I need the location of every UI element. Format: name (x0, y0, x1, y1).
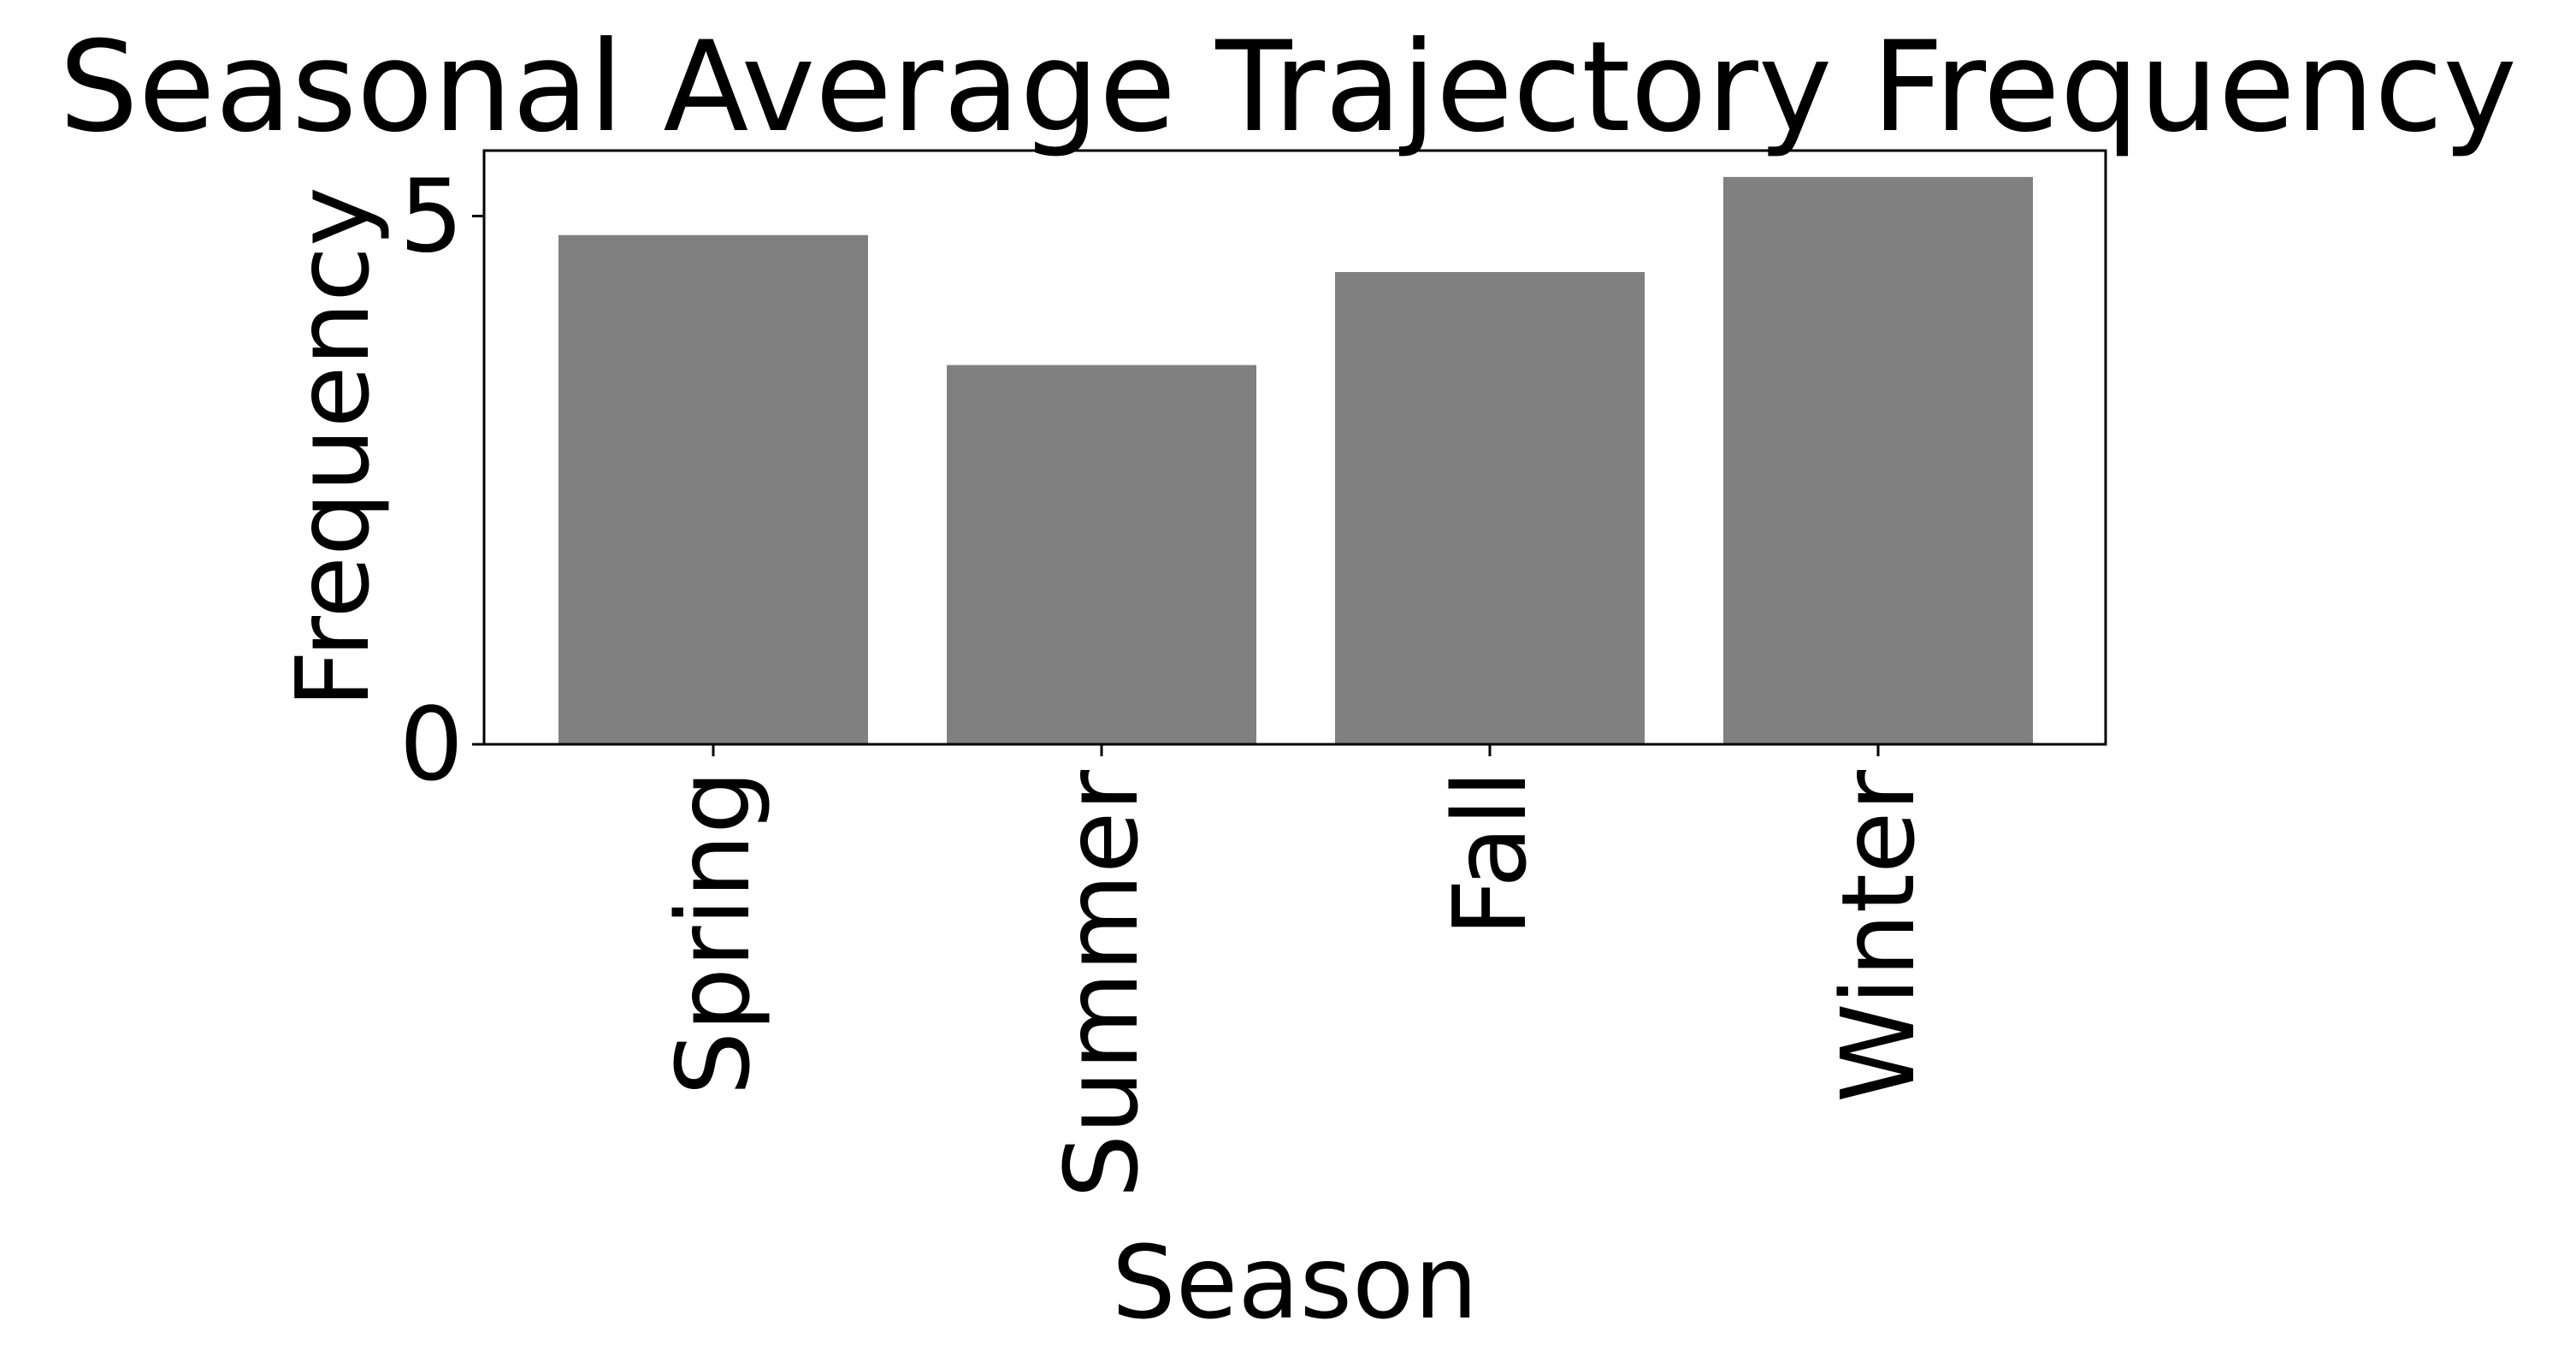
bar-summer (947, 364, 1256, 744)
y-tick-label: 0 (399, 685, 464, 803)
chart-title: Seasonal Average Trajectory Frequency (59, 15, 2517, 160)
x-axis-label: Season (1112, 1223, 1478, 1341)
plot-frame (482, 149, 2107, 746)
x-tick-label: Winter (1819, 770, 1937, 1104)
bars (558, 176, 2033, 744)
bar-spring (558, 234, 868, 744)
x-tick-label: Summer (1043, 770, 1161, 1199)
x-tick-label: Fall (1431, 770, 1549, 937)
y-tick-label: 5 (399, 157, 464, 275)
bar-fall (1335, 272, 1645, 744)
y-axis-label: Frequency (274, 187, 392, 708)
y-axis-ticks: 05 (399, 157, 484, 803)
x-tick-label: Spring (654, 770, 772, 1096)
x-axis-ticks: Spring Summer Fall Winter (654, 744, 1937, 1199)
bar-winter (1723, 176, 2033, 744)
